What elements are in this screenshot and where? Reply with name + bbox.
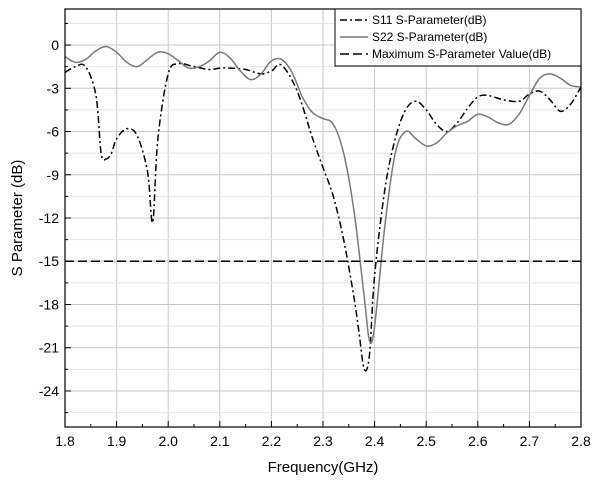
y-axis-title: S Parameter (dB) — [9, 160, 26, 277]
series-line-s11 — [64, 62, 582, 372]
x-tick-label: 2.1 — [210, 433, 230, 449]
y-tick-label: -3 — [47, 80, 60, 96]
y-tick-label: 0 — [51, 37, 59, 53]
x-axis-ticks: 1.8 1.9 2.0 2.1 2.2 2.3 2.4 2.5 2.6 2.7 2.8 — [55, 421, 591, 449]
y-tick-label: -6 — [47, 124, 60, 140]
x-tick-label: 2.0 — [158, 433, 178, 449]
y-tick-label: -12 — [39, 210, 59, 226]
x-tick-label: 2.7 — [520, 433, 540, 449]
x-tick-label: 2.5 — [416, 433, 436, 449]
legend-label-s11: S11 S-Parameter(dB) — [372, 13, 487, 27]
x-axis-title: Frequency(GHz) — [268, 459, 379, 476]
x-tick-label: 1.8 — [55, 433, 75, 449]
x-tick-label: 2.3 — [313, 433, 333, 449]
legend: S11 S-Parameter(dB) S22 S-Parameter(dB) … — [334, 8, 582, 67]
y-tick-label: -9 — [47, 167, 60, 183]
y-axis-ticks: 0 -3 -6 -9 -12 -15 -18 -21 -24 — [39, 37, 71, 399]
x-tick-label: 2.8 — [571, 433, 591, 449]
x-tick-label: 2.2 — [262, 433, 282, 449]
x-tick-label: 2.4 — [365, 433, 385, 449]
legend-label-max: Maximum S-Parameter Value(dB) — [372, 47, 551, 61]
series-line-s22 — [64, 45, 582, 344]
y-tick-label: -15 — [39, 253, 59, 269]
grid — [65, 9, 581, 427]
legend-label-s22: S22 S-Parameter(dB) — [372, 30, 487, 44]
y-tick-label: -21 — [39, 340, 59, 356]
y-tick-label: -18 — [39, 296, 59, 312]
x-tick-label: 2.6 — [468, 433, 488, 449]
y-tick-label: -24 — [39, 383, 59, 399]
legend-box — [334, 8, 582, 67]
series-layer — [64, 45, 582, 372]
x-tick-label: 1.9 — [107, 433, 127, 449]
